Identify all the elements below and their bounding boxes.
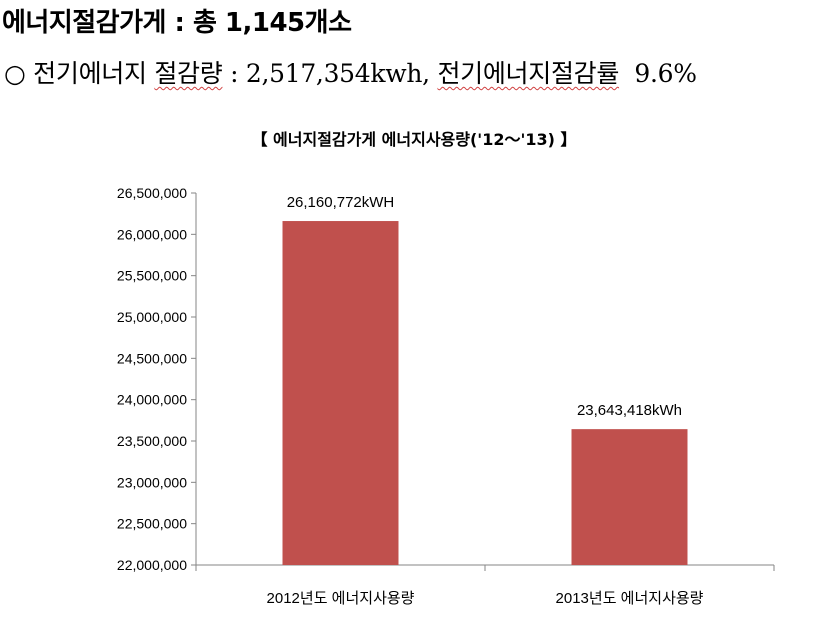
data-label: 26,160,772kWH [287, 194, 395, 211]
saving-rate-value: 9.6% [619, 59, 697, 88]
y-tick-label: 22,000,000 [117, 557, 187, 573]
y-tick-label: 23,000,000 [117, 474, 187, 490]
y-tick-label: 24,500,000 [117, 350, 187, 366]
y-tick-label: 26,500,000 [117, 185, 187, 201]
y-tick-label: 24,000,000 [117, 392, 187, 408]
y-tick-label: 25,500,000 [117, 268, 187, 284]
y-tick-label: 22,500,000 [117, 516, 187, 532]
y-tick-label: 23,500,000 [117, 433, 187, 449]
data-label: 23,643,418kWh [577, 402, 682, 419]
category-label: 2012년도 에너지사용량 [267, 590, 415, 607]
y-tick-label: 25,000,000 [117, 309, 187, 325]
saving-amount-label-underlined: 절감량 [154, 59, 223, 88]
saving-amount-value: : 2,517,354kwh, [222, 59, 438, 88]
bullet-mark: ○ [4, 59, 26, 88]
page-heading: 에너지절감가게 : 총 1,145개소 [2, 8, 352, 38]
category-label: 2013년도 에너지사용량 [556, 590, 704, 607]
saving-amount-label: 전기에너지 [33, 59, 155, 88]
y-tick-label: 26,000,000 [117, 226, 187, 242]
bar [571, 429, 688, 565]
saving-rate-label: 전기에너지절감률 [437, 59, 620, 88]
energy-saving-summary: ○ 전기에너지 절감량 : 2,517,354kwh, 전기에너지절감률 9.6… [4, 54, 697, 90]
chart-title: 【 에너지절감가게 에너지사용량('12～'13) 】 [251, 130, 577, 149]
bar [282, 221, 399, 565]
